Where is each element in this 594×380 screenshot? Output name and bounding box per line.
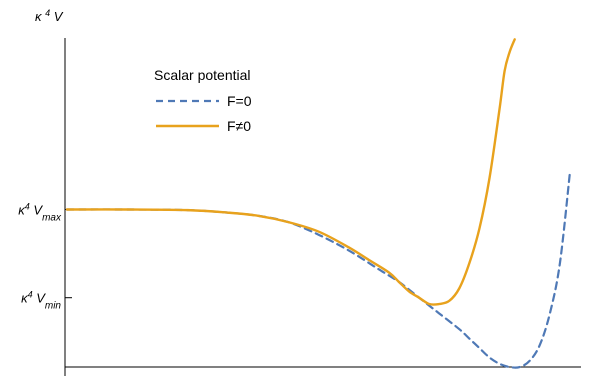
y-axis-label-rest: V bbox=[54, 9, 64, 24]
y-tick-label-sup: 4 bbox=[28, 290, 33, 300]
y-axis-label: κ 4 V bbox=[35, 8, 64, 24]
y-tick-label-base: κ bbox=[21, 291, 29, 306]
y-tick-label: κ4 Vmax bbox=[18, 202, 62, 224]
y-axis-label-sup: 4 bbox=[45, 8, 50, 18]
y-tick-label-sub: min bbox=[45, 300, 62, 311]
series-layer bbox=[65, 38, 572, 369]
svg-text:κ 4 V: κ 4 V bbox=[35, 8, 64, 24]
y-tick-label-rest: V bbox=[30, 203, 44, 218]
series-line-f-zero bbox=[65, 170, 572, 369]
legend-label-f-nonzero: F≠0 bbox=[227, 118, 251, 134]
series-line-f-nonzero bbox=[65, 38, 516, 306]
y-tick-label-sup: 4 bbox=[25, 202, 30, 212]
y-tick-label-base: κ bbox=[18, 203, 26, 218]
legend-label-f-zero: F=0 bbox=[227, 93, 252, 109]
legend-title: Scalar potential bbox=[154, 67, 251, 83]
y-axis-label-base: κ bbox=[35, 9, 43, 24]
y-tick-label-rest: V bbox=[33, 291, 47, 306]
y-tick-label-sub: max bbox=[42, 212, 62, 223]
y-tick-label: κ4 Vmin bbox=[21, 290, 61, 312]
legend: Scalar potential F=0 F≠0 bbox=[154, 67, 252, 134]
